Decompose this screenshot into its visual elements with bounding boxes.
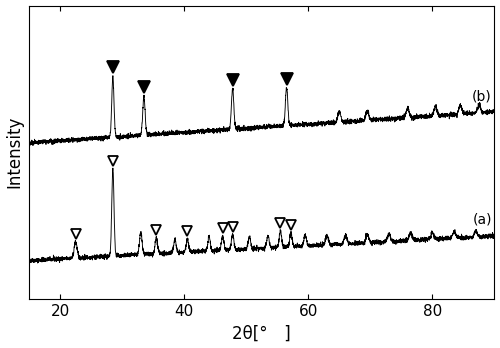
Text: (b): (b) — [472, 90, 492, 104]
Text: (a): (a) — [472, 213, 492, 227]
X-axis label: 2θ[° ]: 2θ[° ] — [232, 324, 291, 342]
Y-axis label: Intensity: Intensity — [6, 116, 24, 189]
